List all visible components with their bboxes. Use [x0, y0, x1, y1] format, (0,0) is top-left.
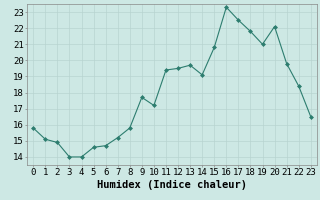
X-axis label: Humidex (Indice chaleur): Humidex (Indice chaleur) — [97, 180, 247, 190]
